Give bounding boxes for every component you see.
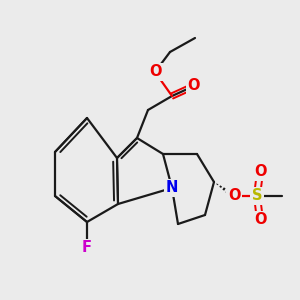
Text: O: O [254,164,266,179]
Text: O: O [188,79,200,94]
Text: F: F [82,241,92,256]
Text: O: O [228,188,240,203]
Text: O: O [254,212,266,227]
Text: O: O [149,64,161,80]
Text: S: S [252,188,262,203]
Text: N: N [166,181,178,196]
